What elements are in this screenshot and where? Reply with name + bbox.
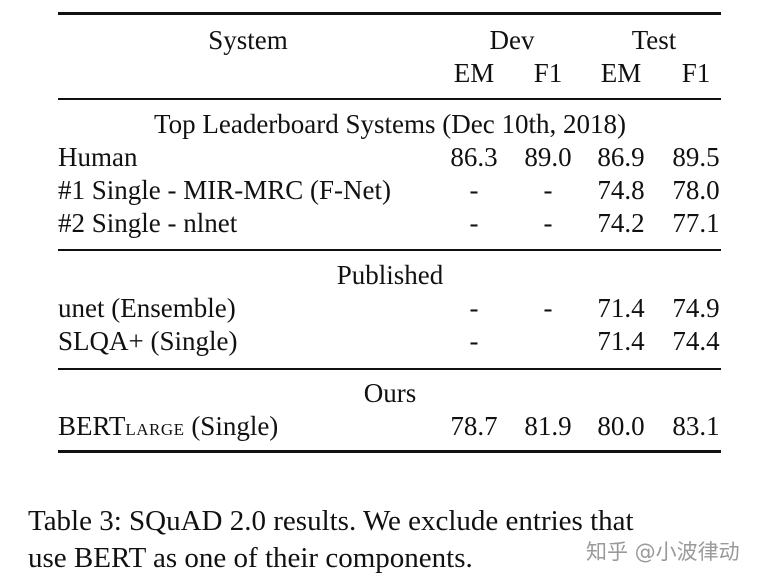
header-dev-em: EM [453,58,495,88]
bottom-rule [58,450,721,453]
row-dev-em: 78.7 [450,411,498,441]
row-dev-f1: - [543,293,553,323]
row-system: Human [58,142,138,172]
row-system-bert: BERTLARGE (Single) [58,410,278,446]
header-rule [58,98,721,100]
row-dev-f1: 89.0 [524,142,572,172]
section-rule-1 [58,249,721,251]
row-test-f1: 78.0 [672,175,720,205]
row-system: SLQA+ (Single) [58,326,238,356]
row-test-f1: 74.9 [672,293,720,323]
header-test-em: EM [600,58,642,88]
section-title-ours: Ours [363,378,417,408]
bert-main: BERT [58,411,126,441]
row-test-em: 71.4 [597,293,645,323]
row-test-em: 80.0 [597,411,645,441]
row-system: unet (Ensemble) [58,293,236,323]
top-rule [58,12,721,15]
header-dev: Dev [489,25,535,55]
bert-rest: (Single) [184,411,279,441]
row-dev-em: - [469,326,479,356]
section-title-published: Published [336,260,444,290]
row-system: #1 Single - MIR-MRC (F-Net) [58,175,391,205]
row-test-f1: 89.5 [672,142,720,172]
row-dev-em: - [469,175,479,205]
row-dev-em: 86.3 [450,142,498,172]
table-caption-line-1: Table 3: SQuAD 2.0 results. We exclude e… [28,505,634,537]
section-title-leaderboard: Top Leaderboard Systems (Dec 10th, 2018) [154,109,626,139]
row-dev-em: - [469,208,479,238]
row-test-f1: 74.4 [672,326,720,356]
section-rule-2 [58,368,721,370]
row-test-em: 71.4 [597,326,645,356]
row-test-em: 74.2 [597,208,645,238]
header-test-f1: F1 [681,58,711,88]
watermark: 知乎 @小波律动 [586,540,740,564]
header-system: System [208,25,288,55]
row-dev-em: - [469,293,479,323]
bert-subscript: LARGE [125,420,185,439]
row-test-f1: 77.1 [672,208,720,238]
row-dev-f1: - [543,208,553,238]
table-caption-line-2: use BERT as one of their components. [28,542,473,574]
row-test-f1: 83.1 [672,411,720,441]
header-test: Test [631,25,677,55]
row-system: #2 Single - nlnet [58,208,238,238]
row-test-em: 86.9 [597,142,645,172]
row-dev-f1: - [543,175,553,205]
row-dev-f1: 81.9 [524,411,572,441]
row-test-em: 74.8 [597,175,645,205]
header-dev-f1: F1 [533,58,563,88]
